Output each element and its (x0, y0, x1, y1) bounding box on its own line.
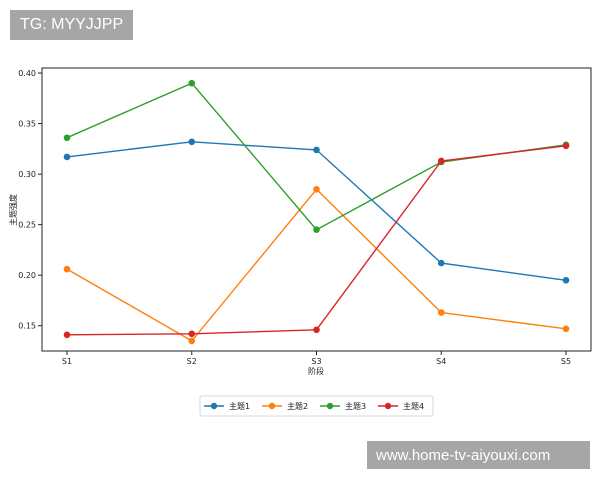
data-point (313, 146, 320, 154)
data-point (63, 331, 71, 339)
data-point (313, 185, 320, 193)
legend-swatch-marker (326, 402, 334, 410)
data-point (562, 325, 570, 333)
x-tick-label: S3 (311, 357, 321, 366)
watermark-top: TG: MYYJJPP (10, 10, 134, 40)
x-axis-label: 阶段 (308, 366, 324, 376)
y-tick-label: 0.30 (18, 170, 36, 179)
data-point (63, 153, 71, 161)
x-tick-label: S1 (62, 357, 72, 366)
y-tick-label: 0.25 (18, 221, 36, 230)
legend: 主题1 主题2 主题3 主题4 (199, 395, 434, 417)
series-lines (63, 79, 570, 345)
y-tick-label: 0.35 (18, 120, 36, 129)
data-point (188, 79, 196, 87)
legend-swatch-marker (384, 402, 392, 410)
legend-entry-label: 主题2 (287, 401, 308, 411)
legend-entry-label: 主题4 (403, 401, 424, 411)
y-axis-label: 主题强度 (8, 194, 18, 226)
data-point (188, 138, 196, 146)
data-point (437, 309, 445, 316)
legend-swatch-marker (268, 402, 276, 410)
series-line (66, 145, 567, 336)
x-tick-label: S5 (561, 357, 571, 366)
y-tick-label: 0.20 (18, 271, 36, 280)
data-point (437, 157, 445, 165)
data-point (313, 326, 320, 334)
data-point (63, 265, 71, 273)
legend-entry-label: 主题3 (345, 401, 366, 411)
x-axis-ticks: S1 S2 S3 S4 S5 (62, 351, 571, 366)
series-line (66, 141, 567, 281)
x-tick-label: S4 (436, 357, 446, 366)
legend-entry-label: 主题1 (229, 401, 250, 411)
y-axis-ticks: 0.15 0.20 0.25 0.30 0.35 0.40 (18, 69, 42, 331)
watermark-bottom: www.home-tv-aiyouxi.com (367, 441, 590, 469)
data-point (188, 330, 196, 338)
data-point (188, 337, 196, 345)
y-tick-label: 0.40 (18, 69, 36, 78)
data-point (562, 142, 570, 150)
data-point (313, 226, 320, 234)
legend-box (199, 395, 434, 417)
data-point (562, 276, 570, 284)
data-point (437, 259, 445, 267)
series-line (66, 188, 567, 342)
y-tick-label: 0.15 (18, 322, 36, 331)
plot-frame (41, 67, 592, 352)
data-point (63, 134, 71, 142)
x-tick-label: S2 (187, 357, 197, 366)
series-line (66, 82, 567, 231)
legend-swatch-marker (210, 402, 218, 410)
